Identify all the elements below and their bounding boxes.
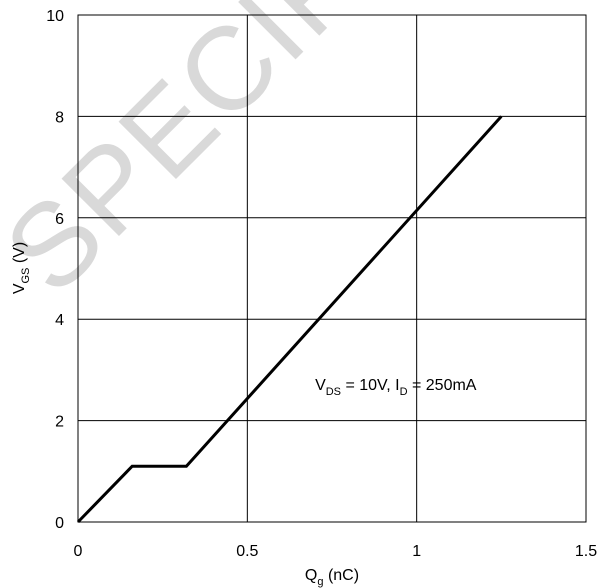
label-main: V	[11, 283, 28, 294]
y-tick-label: 8	[55, 109, 64, 126]
annotation-subscript: DS	[326, 386, 341, 398]
label-subscript: GS	[20, 268, 32, 284]
y-tick-labels: 0 2 4 6 8 10	[46, 8, 64, 532]
plot-frame	[77, 14, 587, 523]
series-line-0	[76, 115, 503, 524]
x-tick-label: 0.5	[236, 543, 258, 560]
y-tick-label: 6	[55, 211, 64, 228]
y-tick-label: 4	[55, 312, 64, 329]
x-tick-label: 0	[74, 543, 83, 560]
annotation-subscript: D	[400, 386, 408, 398]
y-axis-label: VGS (V)	[11, 242, 32, 294]
test-condition-annotation: VDS = 10V, ID = 250mA	[315, 377, 477, 398]
label-rest: (nC)	[324, 567, 360, 584]
label-main: Q	[305, 567, 317, 584]
y-tick-label: 0	[55, 515, 64, 532]
annotation-text: = 10V, I	[341, 377, 400, 394]
label-rest: (V)	[11, 242, 28, 268]
series	[76, 115, 503, 524]
y-tick-label: 2	[55, 414, 64, 431]
annotation-text: V	[315, 377, 326, 394]
x-axis-label: Qg (nC)	[305, 567, 359, 588]
x-tick-labels: 0 0.5 1 1.5	[74, 543, 598, 560]
label-subscript: g	[317, 576, 323, 588]
y-tick-label: 10	[46, 8, 64, 25]
annotation-text: = 250mA	[408, 377, 477, 394]
x-tick-label: 1.5	[575, 543, 597, 560]
grid	[78, 15, 586, 522]
watermark: SPECIFIC	[0, 0, 470, 318]
x-tick-label: 1	[412, 543, 421, 560]
